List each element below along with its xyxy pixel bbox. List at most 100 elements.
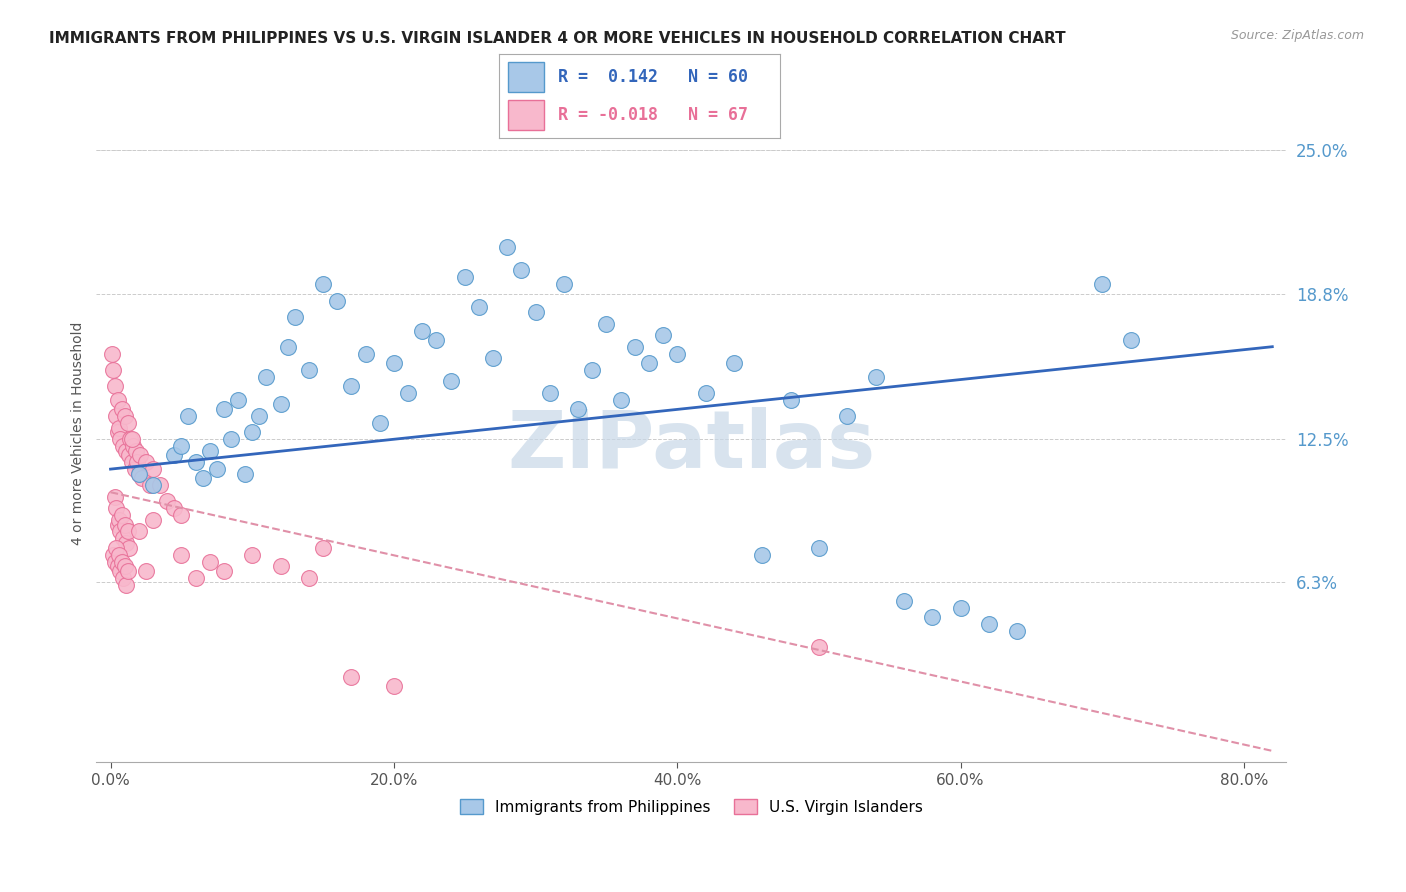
Point	[114, 517, 136, 532]
Point	[105, 501, 128, 516]
Point	[107, 517, 129, 532]
Point	[114, 409, 136, 423]
Point	[212, 564, 235, 578]
Point	[382, 356, 405, 370]
Point	[666, 346, 689, 360]
Point	[131, 471, 153, 485]
Point	[298, 363, 321, 377]
Point	[270, 397, 292, 411]
Point	[340, 379, 363, 393]
Point	[108, 548, 131, 562]
Point	[326, 293, 349, 308]
Point	[468, 301, 491, 315]
Text: ZIPatlas: ZIPatlas	[508, 408, 876, 485]
Point	[270, 559, 292, 574]
Point	[779, 392, 801, 407]
Point	[112, 571, 135, 585]
Point	[127, 455, 149, 469]
Point	[723, 356, 745, 370]
Point	[107, 392, 129, 407]
Point	[110, 564, 132, 578]
Point	[139, 478, 162, 492]
Point	[184, 571, 207, 585]
Point	[482, 351, 505, 366]
Point	[177, 409, 200, 423]
Legend: Immigrants from Philippines, U.S. Virgin Islanders: Immigrants from Philippines, U.S. Virgin…	[454, 792, 929, 821]
Point	[112, 439, 135, 453]
Point	[240, 425, 263, 439]
Point	[105, 409, 128, 423]
Point	[125, 443, 148, 458]
Point	[198, 554, 221, 568]
Point	[135, 455, 157, 469]
Point	[121, 455, 143, 469]
Point	[170, 508, 193, 523]
Point	[496, 240, 519, 254]
Point	[609, 392, 631, 407]
Point	[122, 439, 145, 453]
Point	[1007, 624, 1029, 638]
Point	[104, 554, 127, 568]
Point	[284, 310, 307, 324]
Point	[142, 462, 165, 476]
Point	[184, 455, 207, 469]
Point	[107, 425, 129, 439]
Point	[105, 541, 128, 555]
Point	[114, 559, 136, 574]
Point	[298, 571, 321, 585]
Point	[595, 317, 617, 331]
Point	[110, 432, 132, 446]
Point	[524, 305, 547, 319]
Point	[567, 402, 589, 417]
Bar	[508, 100, 544, 130]
Point	[977, 616, 1000, 631]
Point	[121, 432, 143, 446]
Point	[1119, 333, 1142, 347]
Point	[807, 541, 830, 555]
Point	[212, 402, 235, 417]
Point	[110, 524, 132, 539]
Point	[219, 432, 242, 446]
Point	[240, 548, 263, 562]
Point	[205, 462, 228, 476]
Point	[103, 363, 125, 377]
Point	[117, 564, 139, 578]
Text: Source: ZipAtlas.com: Source: ZipAtlas.com	[1230, 29, 1364, 42]
Point	[115, 577, 138, 591]
Point	[553, 277, 575, 292]
Point	[921, 610, 943, 624]
Point	[254, 369, 277, 384]
Point	[103, 548, 125, 562]
Point	[115, 443, 138, 458]
Point	[652, 328, 675, 343]
Point	[108, 513, 131, 527]
Point	[128, 467, 150, 481]
Point	[107, 559, 129, 574]
Point	[354, 346, 377, 360]
Point	[117, 524, 139, 539]
Point	[118, 541, 141, 555]
Point	[538, 385, 561, 400]
Point	[128, 524, 150, 539]
Point	[893, 594, 915, 608]
Point	[156, 494, 179, 508]
Point	[1091, 277, 1114, 292]
Point	[115, 536, 138, 550]
Point	[277, 340, 299, 354]
Y-axis label: 4 or more Vehicles in Household: 4 or more Vehicles in Household	[72, 322, 86, 545]
Point	[112, 532, 135, 546]
Point	[142, 513, 165, 527]
Point	[128, 467, 150, 481]
Point	[191, 471, 214, 485]
Point	[135, 564, 157, 578]
Point	[170, 439, 193, 453]
Point	[163, 501, 186, 516]
Point	[425, 333, 447, 347]
Point	[837, 409, 859, 423]
Point	[581, 363, 603, 377]
Point	[312, 277, 335, 292]
Point	[638, 356, 661, 370]
Point	[340, 670, 363, 684]
Point	[198, 443, 221, 458]
Point	[949, 600, 972, 615]
